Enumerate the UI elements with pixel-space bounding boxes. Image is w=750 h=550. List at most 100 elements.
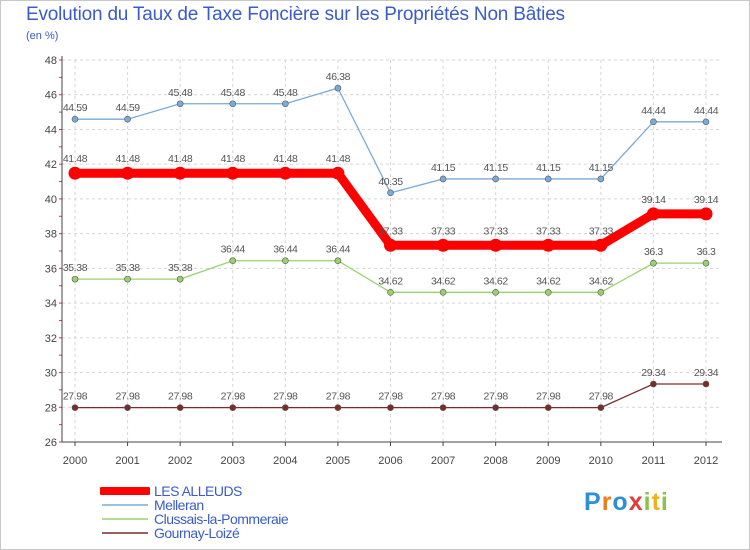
tick-labels: 26 28 30 32 34 36 38 40 42 44 46 48 2000 2001 2002 2003… [45, 55, 718, 467]
x-tick-label: 2010 [589, 455, 613, 467]
data-label-clussais-la-pommeraie: 34.62 [378, 275, 403, 287]
axes [59, 56, 722, 446]
data-point-clussais-la-pommeraie [387, 289, 394, 296]
logo-letter: o [612, 488, 629, 516]
data-label-les-alleuds: 41.48 [168, 153, 193, 165]
data-label-gournay-loize: 29.34 [694, 367, 719, 379]
y-tick-label: 32 [45, 333, 57, 345]
data-label-clussais-la-pommeraie: 36.3 [697, 246, 716, 258]
y-tick-label: 38 [45, 229, 57, 241]
logo-letter: r [601, 488, 613, 516]
data-label-melleran: 44.44 [641, 105, 666, 117]
logo-letter: P [584, 488, 602, 516]
data-label-melleran: 46.38 [326, 71, 351, 83]
legend-label-les-alleuds: LES ALLEUDS [154, 483, 242, 499]
data-label-clussais-la-pommeraie: 35.38 [168, 262, 193, 274]
legend-swatch-les-alleuds [100, 487, 150, 495]
data-point-gournay-loize [124, 404, 131, 411]
data-label-gournay-loize: 27.98 [536, 391, 561, 403]
data-point-les-alleuds [541, 238, 555, 252]
x-tick-label: 2001 [115, 455, 139, 467]
y-tick-label: 42 [45, 159, 57, 171]
data-label-clussais-la-pommeraie: 35.38 [115, 262, 140, 274]
x-tick-label: 2009 [536, 455, 560, 467]
data-label-gournay-loize: 27.98 [431, 391, 456, 403]
data-label-clussais-la-pommeraie: 34.62 [536, 275, 561, 287]
proxiti-logo: Proxiti [584, 488, 669, 517]
data-point-gournay-loize [229, 404, 237, 411]
y-tick-label: 48 [45, 55, 57, 67]
data-label-melleran: 41.15 [589, 162, 614, 174]
y-tick-label: 44 [45, 124, 57, 136]
data-point-clussais-la-pommeraie [597, 289, 605, 296]
x-tick-label: 2004 [273, 455, 297, 467]
data-label-les-alleuds: 41.48 [115, 153, 140, 165]
data-point-les-alleuds [699, 207, 713, 221]
data-label-clussais-la-pommeraie: 36.3 [644, 246, 663, 258]
data-label-melleran: 45.48 [273, 87, 298, 99]
x-tick-label: 2005 [326, 455, 350, 467]
data-point-melleran [229, 100, 237, 108]
data-label-les-alleuds: 37.33 [378, 225, 403, 237]
data-point-gournay-loize [702, 380, 710, 388]
data-label-melleran: 40.35 [378, 176, 403, 188]
data-point-melleran [439, 175, 447, 183]
x-tick-label: 2000 [63, 455, 87, 467]
data-label-les-alleuds: 41.48 [221, 153, 246, 165]
data-label-clussais-la-pommeraie: 34.62 [431, 275, 456, 287]
data-label-gournay-loize: 29.34 [641, 367, 666, 379]
data-point-clussais-la-pommeraie [282, 257, 289, 265]
x-tick-label: 2006 [378, 455, 402, 467]
legend-swatch-gournay-loize [102, 532, 148, 534]
data-label-clussais-la-pommeraie: 36.44 [326, 244, 351, 256]
data-label-gournay-loize: 27.98 [484, 391, 509, 403]
legend-swatch-melleran [102, 504, 148, 506]
data-label-gournay-loize: 27.98 [221, 391, 246, 403]
legend-swatch-clussais-la-pommeraie [102, 518, 148, 520]
data-point-gournay-loize [492, 404, 499, 411]
data-point-melleran [176, 100, 184, 108]
legend-label-clussais-la-pommeraie: Clussais-la-Pommeraie [154, 511, 289, 527]
data-point-les-alleuds [68, 166, 82, 180]
data-point-melleran [282, 100, 289, 108]
data-point-melleran [124, 115, 131, 123]
y-axis-unit-label: (en %) [26, 30, 59, 42]
legend-label-melleran: Melleran [154, 497, 204, 513]
data-label-les-alleuds: 37.33 [536, 225, 561, 237]
data-label-gournay-loize: 27.98 [168, 391, 193, 403]
data-label-clussais-la-pommeraie: 35.38 [63, 262, 88, 274]
data-point-les-alleuds [384, 238, 397, 252]
x-tick-label: 2008 [483, 455, 507, 467]
data-point-les-alleuds [489, 238, 503, 252]
data-point-gournay-loize [334, 404, 342, 411]
data-label-clussais-la-pommeraie: 34.62 [484, 275, 509, 287]
data-label-clussais-la-pommeraie: 36.44 [273, 244, 298, 256]
data-labels: 44.59 44.59 45.48 45.48 45.48 46.38 40.35 41.15… [63, 71, 719, 402]
data-point-les-alleuds [646, 207, 660, 221]
data-point-gournay-loize [597, 404, 605, 411]
y-tick-label: 30 [45, 368, 57, 380]
data-point-clussais-la-pommeraie [124, 275, 131, 283]
data-label-les-alleuds: 41.48 [273, 153, 298, 165]
data-point-les-alleuds [121, 166, 135, 180]
data-point-melleran [334, 84, 342, 92]
data-label-les-alleuds: 39.14 [641, 194, 666, 206]
data-point-clussais-la-pommeraie [71, 275, 79, 283]
data-point-clussais-la-pommeraie [229, 257, 237, 265]
data-point-clussais-la-pommeraie [492, 289, 499, 296]
data-label-les-alleuds: 37.33 [589, 225, 614, 237]
x-tick-label: 2003 [221, 455, 245, 467]
data-label-melleran: 44.59 [115, 102, 140, 114]
data-label-melleran: 45.48 [168, 87, 193, 99]
data-label-les-alleuds: 41.48 [63, 153, 88, 165]
chart-title: Evolution du Taux de Taxe Foncière sur l… [26, 4, 565, 25]
y-tick-label: 40 [45, 194, 57, 206]
x-tick-label: 2002 [168, 455, 192, 467]
data-point-les-alleuds [278, 166, 292, 180]
data-point-gournay-loize [176, 404, 184, 411]
data-label-gournay-loize: 27.98 [63, 391, 88, 403]
data-point-gournay-loize [387, 404, 394, 411]
data-point-les-alleuds [331, 166, 345, 180]
data-point-clussais-la-pommeraie [544, 289, 552, 296]
